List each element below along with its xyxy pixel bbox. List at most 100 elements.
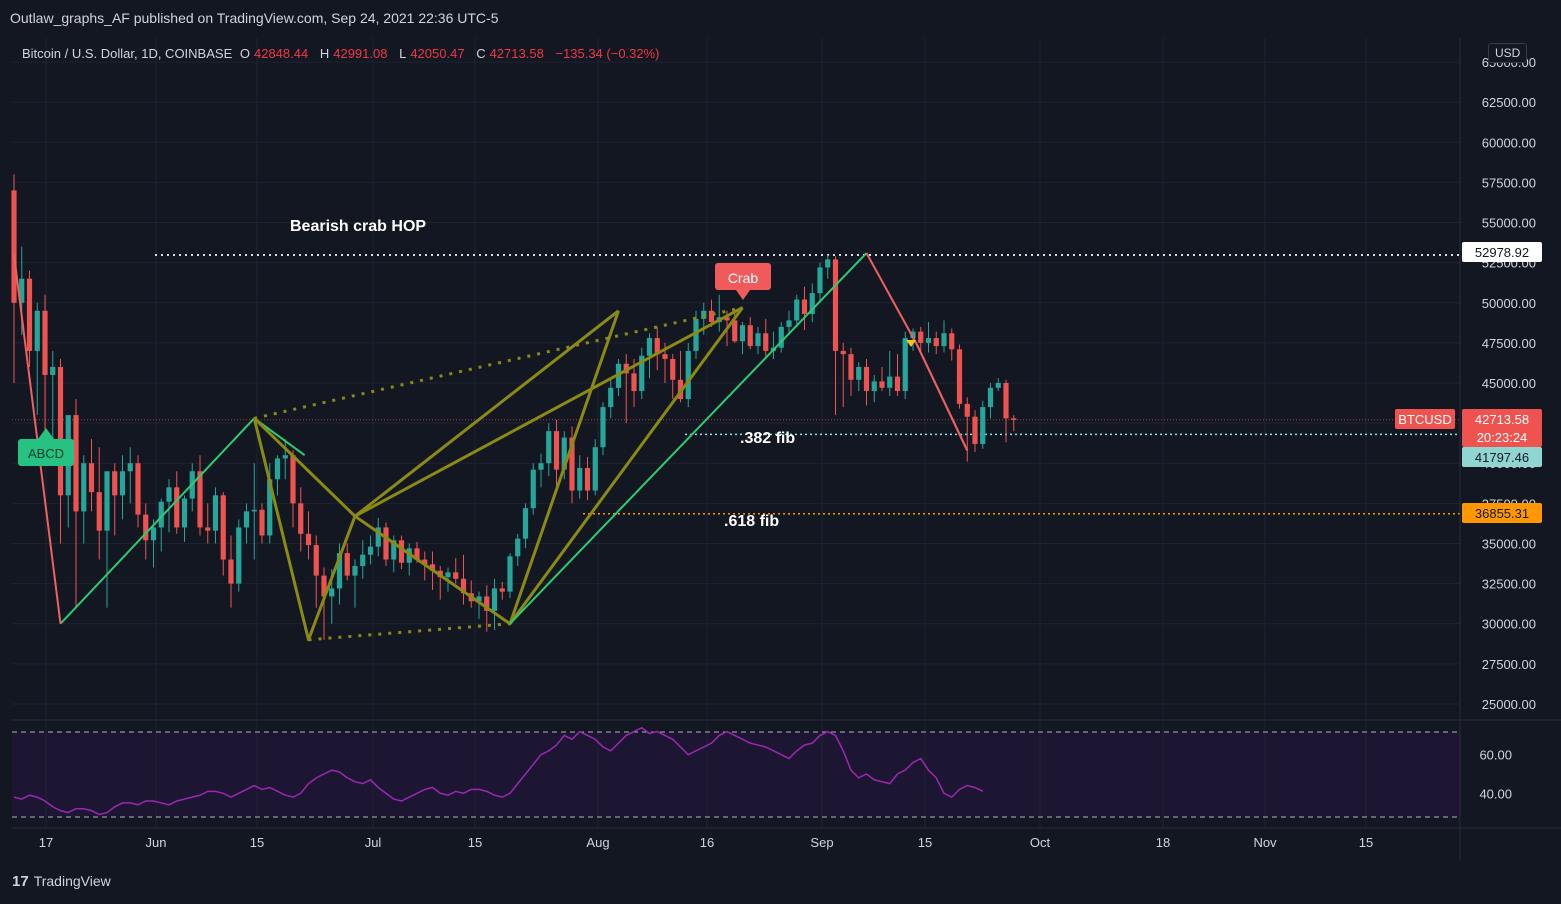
candle-body[interactable]: [654, 338, 660, 355]
candle-body[interactable]: [352, 565, 358, 576]
candle-body[interactable]: [763, 333, 769, 351]
candle-body[interactable]: [135, 463, 141, 515]
candle-body[interactable]: [57, 366, 64, 496]
tradingview-brand[interactable]: 17 TradingView: [12, 873, 111, 890]
candle-body[interactable]: [608, 387, 614, 408]
candle-body[interactable]: [887, 376, 893, 388]
candle-body[interactable]: [251, 509, 257, 512]
candle-body[interactable]: [476, 596, 482, 602]
candle-body[interactable]: [11, 190, 17, 303]
candle-body[interactable]: [685, 350, 691, 400]
candle-body[interactable]: [383, 527, 389, 560]
harmonic-patterns[interactable]: Crab ABCD: [13, 252, 969, 642]
candle-body[interactable]: [592, 447, 598, 491]
rsi-line[interactable]: [13, 726, 984, 816]
candle-body[interactable]: [220, 495, 226, 560]
candle-body[interactable]: [964, 403, 970, 417]
candle-body[interactable]: [832, 259, 839, 351]
candle-body[interactable]: [646, 338, 653, 356]
candle-body[interactable]: [577, 468, 583, 491]
candle-body[interactable]: [693, 318, 699, 351]
candle-body[interactable]: [747, 325, 753, 347]
crab-badge-bg[interactable]: [715, 263, 771, 290]
candle-body[interactable]: [894, 376, 901, 392]
candle-body[interactable]: [972, 416, 978, 444]
candle-body[interactable]: [639, 355, 645, 392]
candle-body[interactable]: [445, 572, 451, 578]
candle-body[interactable]: [879, 381, 885, 388]
green-leg[interactable]: [509, 252, 868, 625]
candle-body[interactable]: [329, 588, 335, 597]
candle-body[interactable]: [538, 463, 544, 470]
candle-body[interactable]: [484, 596, 490, 611]
candle-body[interactable]: [794, 299, 800, 321]
candle-body[interactable]: [902, 338, 908, 392]
candle-body[interactable]: [600, 407, 606, 448]
candle-body[interactable]: [786, 320, 792, 327]
candle-body[interactable]: [313, 545, 319, 576]
candle-body[interactable]: [305, 533, 312, 546]
candle-body[interactable]: [267, 479, 273, 536]
candle-body[interactable]: [73, 415, 79, 512]
candle-body[interactable]: [995, 383, 1001, 388]
candle-body[interactable]: [941, 333, 947, 347]
candle-body[interactable]: [530, 469, 536, 509]
crab-bc[interactable]: [354, 309, 620, 518]
candle-body[interactable]: [81, 463, 87, 512]
candle-body[interactable]: [491, 588, 498, 611]
candle-body[interactable]: [801, 299, 808, 315]
candle-body[interactable]: [732, 320, 738, 342]
candle-body[interactable]: [274, 458, 281, 480]
currency-button[interactable]: USD: [1488, 43, 1528, 63]
candle-body[interactable]: [205, 527, 211, 531]
candle-body[interactable]: [840, 350, 846, 355]
candle-body[interactable]: [150, 527, 157, 541]
candle-body[interactable]: [298, 503, 304, 534]
candle-body[interactable]: [956, 349, 963, 404]
candle-body[interactable]: [243, 511, 250, 528]
candle-body[interactable]: [158, 501, 164, 528]
candle-body[interactable]: [197, 471, 203, 528]
candle-body[interactable]: [499, 588, 505, 592]
candle-body[interactable]: [96, 492, 102, 531]
candle-body[interactable]: [259, 509, 265, 536]
candle-body[interactable]: [584, 468, 591, 491]
crab-cd[interactable]: [508, 306, 744, 625]
candle-body[interactable]: [166, 487, 172, 502]
candle-body[interactable]: [569, 437, 575, 491]
candle-body[interactable]: [367, 546, 374, 555]
candle-body[interactable]: [34, 310, 40, 351]
crab-dotted-top[interactable]: [253, 306, 743, 420]
candle-body[interactable]: [910, 331, 916, 339]
candle-body[interactable]: [321, 575, 327, 597]
candle-body[interactable]: [933, 338, 939, 347]
candle-body[interactable]: [507, 556, 513, 592]
candle-body[interactable]: [848, 354, 854, 380]
candle-body[interactable]: [391, 540, 397, 560]
candle-body[interactable]: [42, 310, 48, 375]
abcd-badge-bg[interactable]: [18, 439, 74, 466]
candle-body[interactable]: [739, 325, 746, 342]
candle-body[interactable]: [453, 572, 459, 579]
candle-body[interactable]: [561, 437, 567, 470]
candle-body[interactable]: [398, 540, 405, 563]
candle-body[interactable]: [662, 354, 668, 359]
candle-body[interactable]: [871, 381, 877, 392]
candle-body[interactable]: [925, 338, 932, 343]
rsi-pane[interactable]: [12, 726, 1460, 818]
candle-body[interactable]: [143, 514, 149, 541]
candle-body[interactable]: [670, 358, 676, 380]
candle-body[interactable]: [949, 333, 955, 350]
candle-body[interactable]: [701, 310, 707, 319]
candle-body[interactable]: [546, 431, 552, 464]
candle-body[interactable]: [344, 553, 350, 576]
candle-body[interactable]: [980, 407, 986, 444]
candle-body[interactable]: [708, 310, 715, 323]
candle-body[interactable]: [918, 331, 924, 343]
crab-dotted-base[interactable]: [308, 622, 511, 642]
candle-body[interactable]: [212, 495, 219, 531]
candle-body[interactable]: [825, 259, 831, 268]
candle-body[interactable]: [88, 463, 95, 493]
candle-body[interactable]: [631, 373, 637, 392]
